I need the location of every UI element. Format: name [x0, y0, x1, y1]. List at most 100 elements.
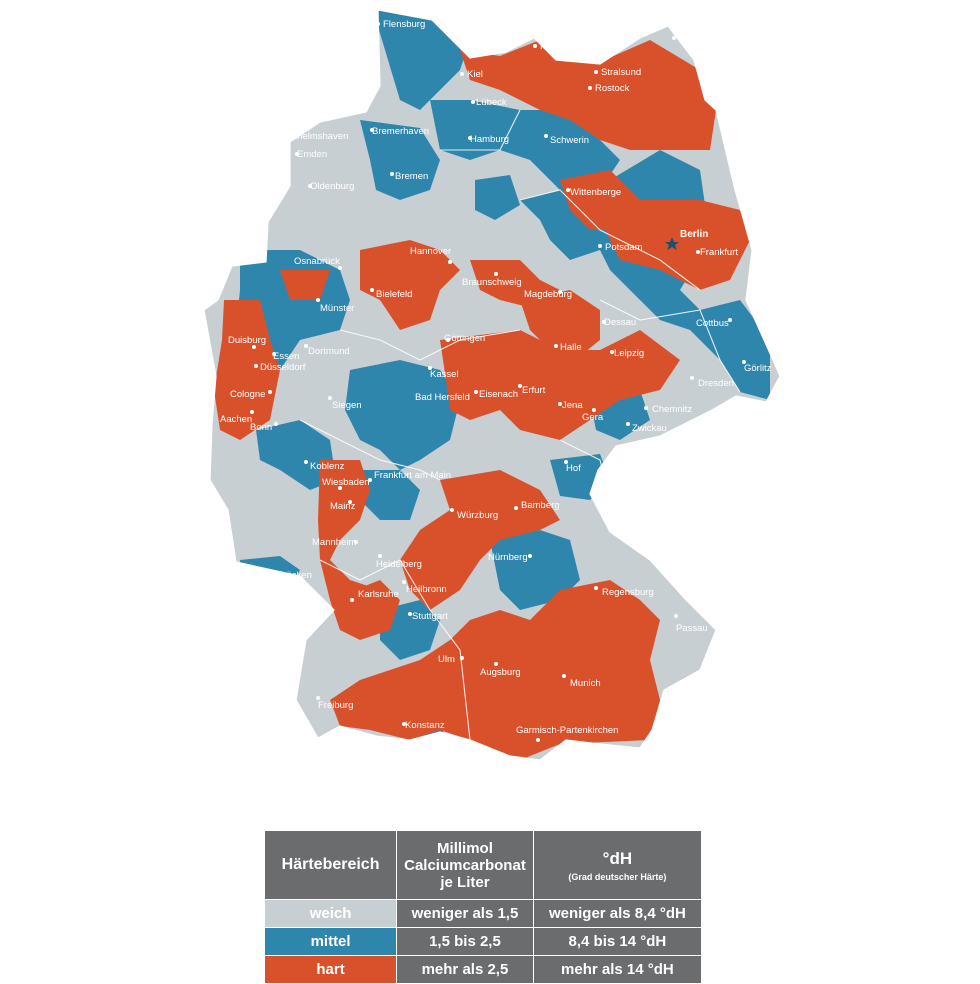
city-dot [304, 460, 308, 464]
city-dot [644, 406, 648, 410]
mittel-region-koblenz [256, 420, 336, 490]
city-label-rostock: Rostock [595, 83, 630, 94]
city-label-berlin: Berlin [680, 229, 708, 240]
mittel-region-frankfurt [360, 470, 420, 520]
hart-region-bayern [330, 580, 660, 760]
legend-header-mmol: Millimol Calciumcarbonat je Liter [396, 830, 534, 900]
city-dot [304, 344, 308, 348]
city-label-stuttgart: Stuttgart [412, 611, 448, 622]
city-dot [471, 100, 475, 104]
city-label-gera: Gera [582, 412, 604, 423]
city-dot [348, 500, 352, 504]
city-dot [350, 598, 354, 602]
legend-mmol-mittel: 1,5 bis 2,5 [396, 927, 534, 956]
city-label-passau: Passau [676, 623, 708, 634]
city-label-nuernberg: Nürnberg [488, 552, 528, 563]
city-label-mannheim: Mannheim [312, 537, 356, 548]
legend-header-dh-main: °dH [602, 848, 633, 868]
city-label-kassel: Kassel [430, 369, 459, 380]
city-dot [474, 390, 478, 394]
hardness-legend-table: Härtebereich Millimol Calciumcarbonat je… [263, 830, 703, 984]
city-dot [378, 554, 382, 558]
city-dot [268, 390, 272, 394]
city-dot [460, 656, 464, 660]
city-label-wittenberge: Wittenberge [570, 187, 621, 198]
city-label-dresden: Dresden [698, 378, 734, 389]
city-label-potsdam: Potsdam [605, 242, 643, 253]
city-label-garmisch: Garmisch-Partenkirchen [516, 725, 618, 736]
city-label-magdeburg: Magdeburg [524, 289, 572, 300]
city-label-braunschweig: Braunschweig [462, 277, 522, 288]
city-dot [266, 570, 270, 574]
city-dot [274, 422, 278, 426]
city-dot [450, 508, 454, 512]
city-dot [468, 136, 472, 140]
city-dot [544, 134, 548, 138]
city-label-saarbruecken: Saarbrücken [258, 570, 312, 581]
city-dot [338, 486, 342, 490]
city-dot [602, 320, 606, 324]
city-dot [252, 345, 256, 349]
city-label-munich: Munich [570, 678, 601, 689]
legend-dh-weich: weniger als 8,4 °dH [532, 899, 703, 928]
city-label-puttgarden: Puttgarden [540, 41, 586, 52]
city-label-augsburg: Augsburg [480, 667, 521, 678]
mittel-region-nuernberg [490, 530, 580, 610]
city-dot [728, 318, 732, 322]
hart-regions [214, 40, 750, 760]
city-dot [626, 422, 630, 426]
city-label-kiel: Kiel [467, 69, 483, 80]
city-dot [254, 364, 258, 368]
city-label-mainz: Mainz [330, 501, 356, 512]
city-label-duisburg: Duisburg [228, 335, 266, 346]
city-label-ulm: Ulm [438, 654, 455, 665]
city-label-aachen: Aachen [220, 414, 252, 425]
city-label-halle: Halle [560, 342, 582, 353]
city-dot [528, 554, 532, 558]
city-dot [494, 662, 498, 666]
city-label-bremerhaven: Bremerhaven [372, 126, 429, 137]
hart-region-thueringen [440, 330, 680, 440]
city-dot [564, 460, 568, 464]
city-dot [592, 408, 596, 412]
city-label-bielefeld: Bielefeld [376, 289, 412, 300]
germany-water-hardness-map: Flensburg Puttgarden Sassnitz Kiel Stral… [203, 9, 781, 761]
city-label-flensburg: Flensburg [383, 19, 425, 30]
city-label-leipzig: Leipzig [614, 348, 644, 359]
city-label-erfurt: Erfurt [522, 385, 546, 396]
city-dot [742, 360, 746, 364]
city-dot [562, 674, 566, 678]
germany-land [204, 10, 780, 760]
mittel-region-bremen [360, 120, 440, 200]
city-label-oldenburg: Oldenburg [310, 181, 354, 192]
city-dot [338, 266, 342, 270]
city-label-chemnitz: Chemnitz [652, 404, 692, 415]
city-label-frankfurt-main: Frankfurt am Main [374, 470, 451, 481]
city-label-heidelberg: Heidelberg [376, 559, 422, 570]
hart-region-mecklenburg [460, 40, 716, 150]
city-dot [370, 288, 374, 292]
city-label-sassnitz: Sassnitz [679, 33, 715, 44]
city-dot [514, 506, 518, 510]
legend-header-range: Härtebereich [263, 830, 398, 900]
city-dot [402, 580, 406, 584]
city-label-jena: Jena [562, 400, 583, 411]
hart-region-karlsruhe [330, 580, 400, 640]
city-dot [368, 478, 372, 482]
city-dot [402, 722, 406, 726]
city-dot [376, 22, 380, 26]
city-label-hamburg: Hamburg [470, 134, 509, 145]
legend-dh-hart: mehr als 14 °dH [532, 955, 703, 984]
city-label-koblenz: Koblenz [310, 461, 345, 472]
city-dot [672, 36, 676, 40]
city-label-dortmund: Dortmund [308, 346, 350, 357]
city-label-freiburg: Freiburg [318, 700, 353, 711]
city-dot [696, 250, 700, 254]
legend-mmol-hart: mehr als 2,5 [396, 955, 534, 984]
city-dot [316, 298, 320, 302]
city-dot [594, 70, 598, 74]
garmisch-label-part: Garmisch-Partenkirchen [516, 725, 618, 736]
city-label-dessau: Dessau [604, 317, 636, 328]
hart-region-magdeburg [520, 290, 600, 356]
hart-region-ruhr [214, 300, 280, 440]
